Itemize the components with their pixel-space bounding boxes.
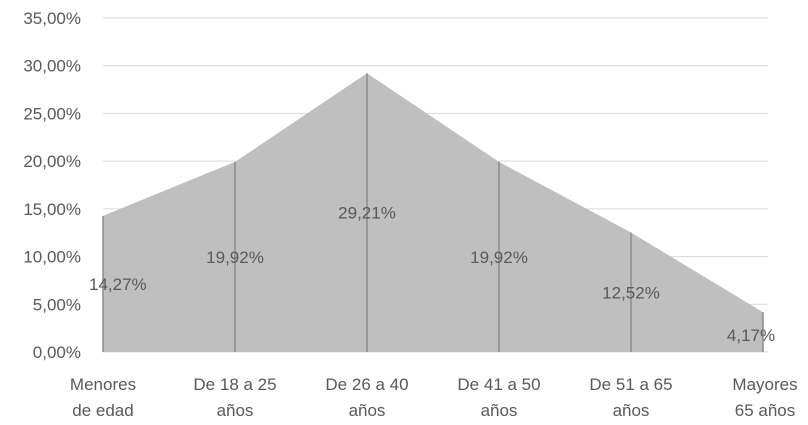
data-label: 19,92%: [206, 248, 264, 267]
x-category-label: Mayores 65 años: [732, 375, 797, 420]
x-category-label: De 18 a 25 años: [193, 375, 276, 420]
y-tick-label: 35,00%: [23, 9, 81, 28]
data-label: 29,21%: [338, 204, 396, 223]
x-category-label: Menores de edad: [70, 375, 136, 420]
area-series: [103, 73, 763, 352]
data-label: 14,27%: [89, 275, 147, 294]
y-tick-label: 20,00%: [23, 152, 81, 171]
x-axis-category-labels: Menores de edad De 18 a 25 años De 26 a 40 añ…: [70, 375, 798, 420]
y-tick-label: 10,00%: [23, 248, 81, 267]
data-label: 12,52%: [602, 283, 660, 302]
data-label: 19,92%: [470, 248, 528, 267]
x-category-label: De 51 a 65 años: [589, 375, 672, 420]
y-tick-label: 5,00%: [33, 295, 81, 314]
x-category-label: De 26 a 40 años: [325, 375, 408, 420]
y-tick-label: 25,00%: [23, 104, 81, 123]
y-axis-tick-labels: 0,00% 5,00% 10,00% 15,00% 20,00% 25,00% 30,00%…: [23, 9, 81, 362]
plot-area: [102, 73, 764, 352]
x-category-label: De 41 a 50 años: [457, 375, 540, 420]
y-tick-label: 0,00%: [33, 343, 81, 362]
data-labels: 14,27% 19,92% 29,21% 19,92% 12,52% 4,17%: [89, 204, 775, 345]
data-label: 4,17%: [727, 326, 775, 345]
y-tick-label: 30,00%: [23, 57, 81, 76]
y-tick-label: 15,00%: [23, 200, 81, 219]
